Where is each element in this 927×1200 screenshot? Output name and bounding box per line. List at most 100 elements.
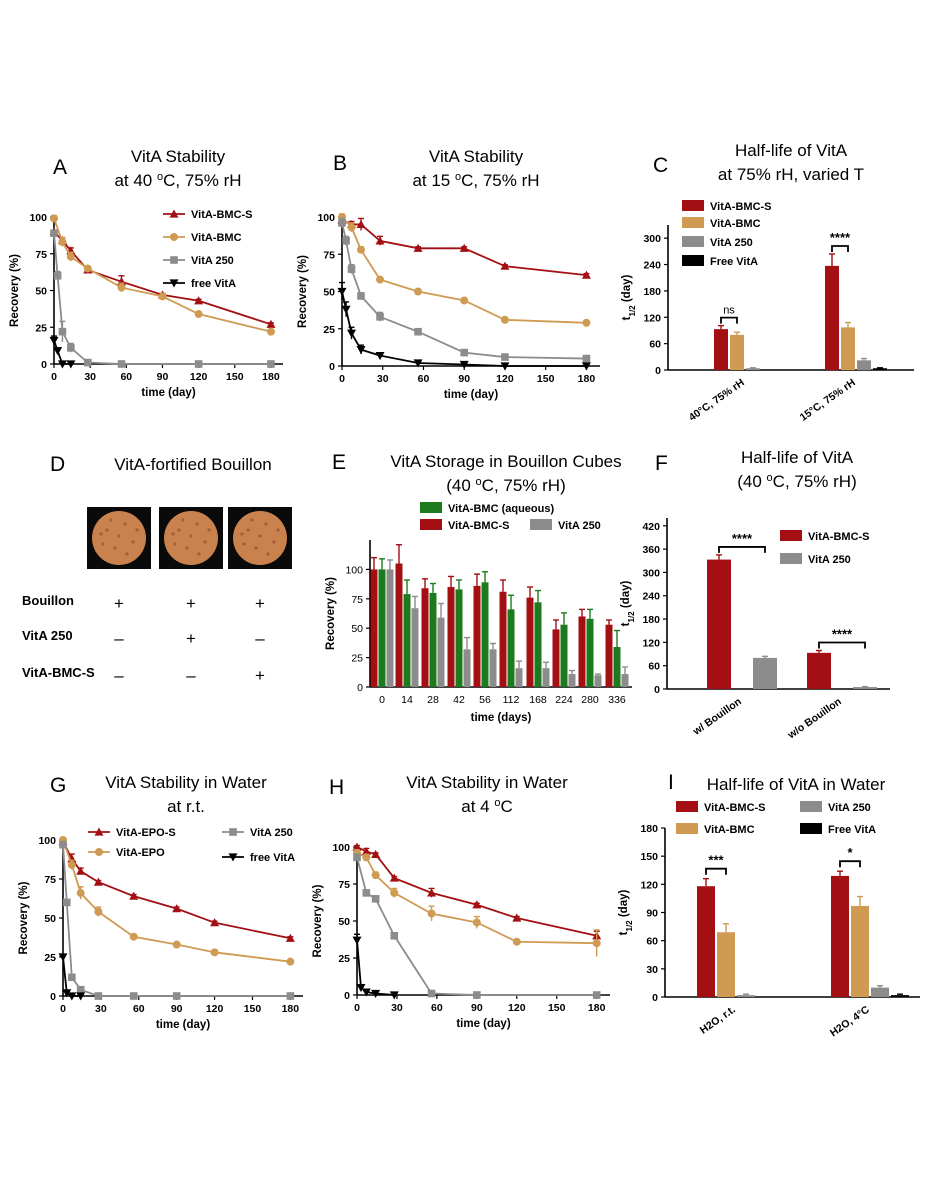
x-tick-label-E: 56 (479, 694, 491, 706)
legend-label-G: free VitA (250, 852, 295, 864)
bar-E-0 (552, 629, 560, 687)
bouillon-texture (113, 546, 117, 550)
bouillon-texture (276, 528, 280, 532)
legend-label-A: VitA 250 (191, 255, 234, 267)
series-line-G-1 (62, 839, 291, 963)
bouillon-texture (171, 532, 175, 536)
bar-F-0 (807, 652, 831, 689)
bouillon-texture (99, 532, 103, 536)
bouillon-texture (123, 522, 127, 526)
data-point-B-2 (347, 265, 356, 273)
data-point-A-2 (267, 360, 275, 368)
y-tick-label-E: 75 (351, 594, 363, 606)
bar-E-0 (473, 585, 481, 687)
x-axis-label-H: time (day) (456, 1018, 510, 1030)
y-tick-label-F: 360 (642, 544, 660, 556)
significance-bracket-F (718, 546, 766, 553)
bar-I-3 (891, 995, 909, 997)
legend-label-E: VitA-BMC-S (448, 520, 510, 532)
x-tick-label-A: 60 (120, 371, 132, 383)
data-point-H-1 (371, 871, 380, 880)
data-point-B-2 (342, 237, 350, 245)
table-cell-sign: + (114, 594, 124, 613)
data-point-G-2 (68, 973, 76, 982)
x-tick-label-G: 30 (95, 1003, 107, 1015)
bouillon-texture (272, 540, 276, 544)
legend-marker-A (170, 233, 178, 241)
panel-label-E: E (332, 451, 346, 474)
data-point-G-3 (67, 992, 77, 1001)
bouillon-texture (240, 532, 244, 536)
legend-marker-A (170, 256, 178, 264)
significance-label-I: * (847, 845, 853, 860)
y-tick-label-H: 0 (344, 990, 350, 1002)
data-point-B-2 (414, 327, 422, 336)
panel-label-H: H (329, 776, 344, 799)
data-point-H-3 (356, 984, 366, 993)
significance-label-F: **** (832, 627, 853, 642)
data-point-G-2 (129, 992, 138, 1000)
bouillon-texture (181, 518, 185, 522)
x-tick-label-G: 0 (60, 1003, 66, 1015)
bouillon-texture (125, 552, 129, 556)
bouillon-texture (109, 518, 113, 522)
data-point-A-1 (117, 283, 126, 292)
data-point-H-0 (352, 842, 362, 851)
y-tick-label-I: 150 (640, 851, 658, 863)
significance-label-C: ns (723, 305, 735, 317)
data-point-B-2 (460, 348, 469, 357)
bouillon-texture (105, 528, 109, 532)
x-tick-label-B: 120 (496, 373, 514, 385)
bar-E-1 (534, 602, 542, 687)
bar-E-0 (578, 616, 586, 687)
x-tick-label-F: w/ Bouillon (690, 696, 744, 739)
data-point-H-3 (361, 988, 371, 997)
y-tick-label-C: 0 (655, 365, 661, 377)
x-tick-label-H: 120 (508, 1002, 526, 1014)
y-tick-label-B: 25 (323, 324, 335, 336)
significance-label-C: **** (830, 230, 851, 245)
x-tick-label-G: 180 (282, 1003, 300, 1015)
y-tick-label-A: 25 (35, 322, 47, 334)
x-tick-label-A: 0 (51, 371, 57, 383)
table-cell-sign: – (255, 629, 265, 648)
data-point-G-2 (286, 992, 295, 1000)
legend-label-F: VitA-BMC-S (808, 531, 870, 543)
data-point-B-3 (500, 362, 510, 371)
bouillon-cube-disc (92, 511, 146, 565)
data-point-B-2 (357, 292, 365, 300)
chart-title-A: VitA Stability (131, 147, 226, 166)
y-tick-label-B: 100 (317, 212, 335, 224)
x-tick-label-B: 0 (339, 373, 345, 385)
y-tick-label-F: 0 (654, 684, 660, 696)
data-point-A-1 (50, 214, 58, 223)
plot-area-B: 0 30 60 90 120 150 180 0 25 50 75 100 time (day) (317, 212, 600, 401)
data-point-H-2 (390, 932, 399, 940)
bar-E-1 (507, 609, 515, 687)
data-point-B-2 (376, 313, 384, 321)
x-tick-label-B: 30 (377, 373, 389, 385)
x-tick-label-F: w/o Bouillon (785, 696, 844, 742)
legend-marker-A (169, 209, 179, 218)
bouillon-texture (250, 518, 254, 522)
data-point-A-0 (194, 296, 204, 305)
bar-E-1 (378, 569, 386, 687)
table-cell-sign: + (255, 666, 265, 685)
series-line-G-2 (62, 844, 291, 997)
y-tick-label-E: 25 (351, 653, 363, 665)
bouillon-texture (258, 534, 262, 538)
x-tick-label-B: 150 (537, 373, 555, 385)
panel-label-I: I (668, 771, 674, 794)
bouillon-texture (185, 546, 189, 550)
data-point-A-1 (58, 237, 67, 246)
series-line-B-1 (341, 216, 587, 324)
chart-title-B: at 15 oC, 75% rH (412, 171, 539, 190)
data-point-B-2 (338, 219, 346, 227)
data-point-H-2 (353, 853, 361, 862)
legend-label-C: VitA-BMC (710, 218, 761, 230)
data-point-B-2 (582, 354, 591, 363)
legend-swatch-C (682, 200, 704, 211)
data-point-B-0 (500, 261, 510, 270)
x-tick-label-E: 280 (581, 694, 599, 706)
y-tick-label-I: 90 (646, 908, 658, 920)
